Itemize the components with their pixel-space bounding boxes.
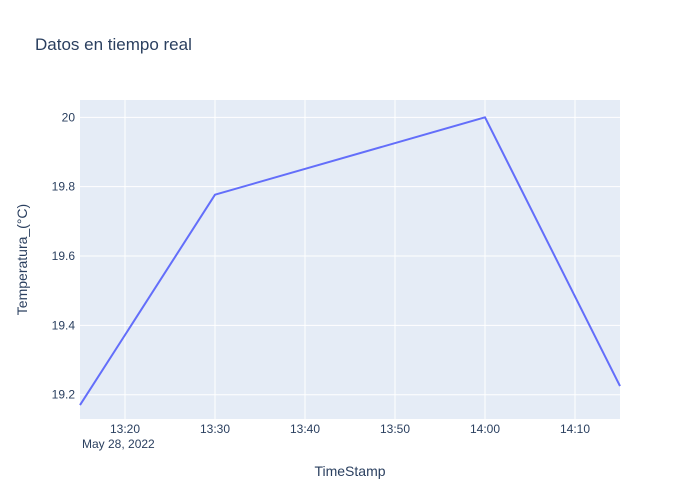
y-tick-label: 19.4 [52, 318, 76, 332]
x-tick-label: 14:10 [560, 422, 590, 436]
y-tick-label: 19.2 [52, 388, 76, 402]
x-tick-label: 13:30 [200, 422, 230, 436]
x-axis: 13:20 13:30 13:40 13:50 14:00 14:10 May 28, 20… [82, 422, 590, 451]
series-layer [79, 116, 621, 406]
grid-lines [80, 100, 620, 419]
x-tick-date-label: May 28, 2022 [82, 437, 155, 451]
y-tick-label: 19.8 [52, 180, 76, 194]
y-tick-label: 19.6 [52, 249, 76, 263]
x-tick-label: 13:50 [380, 422, 410, 436]
x-axis-title: TimeStamp [314, 463, 385, 479]
series-line [79, 116, 621, 406]
x-tick-label: 13:40 [290, 422, 320, 436]
x-tick-label: 14:00 [470, 422, 500, 436]
y-axis: 19.2 19.4 19.6 19.8 20 [52, 110, 76, 401]
x-tick-label: 13:20 [110, 422, 140, 436]
chart-title: Datos en tiempo real [35, 35, 192, 54]
y-tick-label: 20 [62, 110, 76, 124]
y-axis-title: Temperatura_(°C) [14, 204, 30, 315]
plot-area [80, 100, 620, 419]
